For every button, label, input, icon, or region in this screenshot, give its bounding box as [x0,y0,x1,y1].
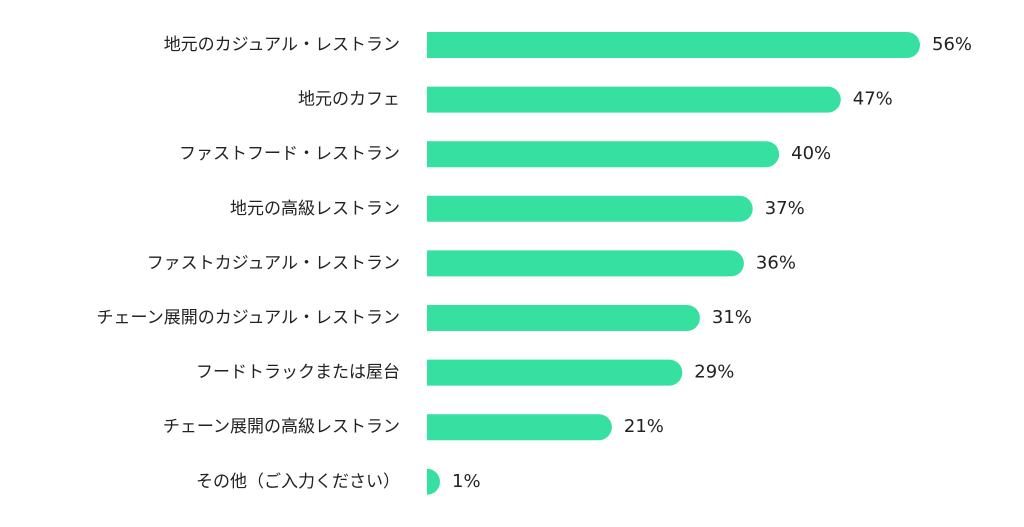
bar [427,32,920,58]
category-label: 地元のカフェ [298,90,400,110]
value-label: 29% [694,362,734,383]
value-label: 1% [452,471,481,492]
bar [427,86,841,113]
bar [427,250,744,277]
value-label: 37% [765,198,805,219]
category-label: その他（ご入力ください） [196,472,400,492]
bar [427,468,440,495]
value-labels: 56% 47% 40% 37% 36% 31% 29% 21% 1% [452,34,972,492]
bar [427,305,700,331]
value-label: 36% [756,252,796,273]
bar [427,359,683,386]
bars [427,32,920,495]
bar [427,141,780,168]
value-label: 40% [791,143,831,164]
category-label: チェーン展開のカジュアル・レストラン [97,308,400,328]
value-label: 31% [712,307,752,328]
value-label: 47% [853,89,893,110]
category-label: 地元の高級レストラン [230,199,400,219]
category-label: チェーン展開の高級レストラン [163,417,400,437]
category-label: ファストフード・レストラン [179,144,400,164]
category-label: フードトラックまたは屋台 [196,363,400,383]
category-label: 地元のカジュアル・レストラン [164,35,400,55]
bar [427,414,612,441]
bar [427,195,753,222]
value-label: 56% [932,34,972,55]
category-labels: 地元のカジュアル・レストラン地元のカフェファストフード・レストラン地元の高級レス… [97,35,400,492]
value-label: 21% [624,416,664,437]
category-label: ファストカジュアル・レストラン [147,253,400,273]
